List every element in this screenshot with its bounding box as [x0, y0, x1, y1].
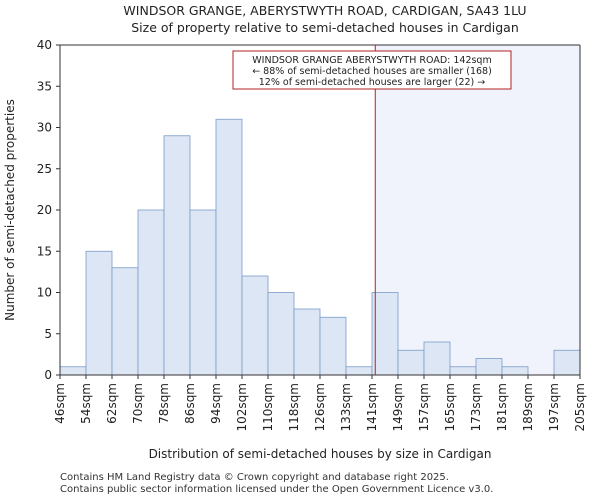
histogram-bar: [59, 366, 87, 376]
y-tick-label: 0: [44, 368, 52, 382]
x-tick-label: 78sqm: [157, 383, 171, 424]
y-tick-label: 10: [37, 286, 52, 300]
x-tick-label: 70sqm: [131, 383, 145, 424]
histogram-bar: [137, 209, 165, 376]
x-tick-label: 54sqm: [79, 383, 93, 424]
histogram-bar: [397, 349, 425, 376]
x-tick-label: 46sqm: [53, 383, 67, 424]
y-tick-label: 15: [37, 244, 52, 258]
x-tick-label: 165sqm: [443, 383, 457, 431]
x-tick-label: 189sqm: [521, 383, 535, 431]
x-tick-label: 197sqm: [547, 383, 561, 431]
y-tick-label: 35: [37, 79, 52, 93]
histogram-bar: [553, 349, 581, 376]
x-tick-label: 102sqm: [235, 383, 249, 431]
histogram-bar: [423, 341, 451, 376]
x-tick-label: 149sqm: [391, 383, 405, 431]
x-tick-label: 86sqm: [183, 383, 197, 424]
y-axis-label: Number of semi-detached properties: [3, 99, 17, 321]
annotation-line-2: ← 88% of semi-detached houses are smalle…: [252, 66, 492, 77]
bars: [59, 118, 581, 376]
histogram-bar: [215, 118, 243, 376]
histogram-bar: [449, 366, 477, 376]
y-tick-label: 5: [44, 327, 52, 341]
footer-line-2: Contains public sector information licen…: [60, 484, 494, 495]
y-tick-label: 25: [37, 162, 52, 176]
histogram-bar: [293, 308, 321, 376]
y-tick-label: 20: [37, 203, 52, 217]
histogram-bar: [189, 209, 217, 376]
x-tick-label: 62sqm: [105, 383, 119, 424]
histogram-bar: [371, 292, 399, 376]
x-tick-label: 126sqm: [313, 383, 327, 431]
highlight-region: [375, 45, 580, 375]
x-axis-label: Distribution of semi-detached houses by …: [149, 447, 492, 461]
chart-subtitle: Size of property relative to semi-detach…: [131, 20, 519, 35]
annotation-line-1: WINDSOR GRANGE ABERYSTWYTH ROAD: 142sqm: [252, 55, 491, 66]
y-tick-label: 40: [37, 38, 52, 52]
histogram-bar: [475, 358, 503, 376]
histogram-bar: [267, 292, 295, 376]
x-tick-label: 110sqm: [261, 383, 275, 431]
chart-title: WINDSOR GRANGE, ABERYSTWYTH ROAD, CARDIG…: [123, 3, 526, 18]
histogram-bar: [501, 366, 529, 376]
histogram-bar: [85, 250, 113, 376]
annotation-box: WINDSOR GRANGE ABERYSTWYTH ROAD: 142sqm …: [232, 50, 512, 90]
histogram-bar: [163, 135, 191, 376]
histogram-bar: [345, 366, 373, 376]
x-tick-label: 94sqm: [209, 383, 223, 424]
x-tick-label: 205sqm: [573, 383, 587, 431]
histogram-bar: [319, 316, 347, 376]
x-tick-label: 133sqm: [339, 383, 353, 431]
footer-line-1: Contains HM Land Registry data © Crown c…: [60, 472, 449, 483]
x-tick-label: 141sqm: [365, 383, 379, 431]
y-tick-label: 30: [37, 121, 52, 135]
x-tick-label: 181sqm: [495, 383, 509, 431]
x-tick-label: 157sqm: [417, 383, 431, 431]
annotation-line-3: 12% of semi-detached houses are larger (…: [259, 77, 486, 88]
x-axis: 46sqm 54sqm 62sqm 70sqm 78sqm 86sqm 94sqm 102sq…: [53, 375, 587, 431]
y-axis: 0 5 10 15 20 25 30 35 40: [37, 38, 60, 382]
x-tick-label: 118sqm: [287, 383, 301, 431]
x-tick-label: 173sqm: [469, 383, 483, 431]
histogram-bar: [241, 275, 269, 376]
histogram-bar: [111, 267, 139, 376]
